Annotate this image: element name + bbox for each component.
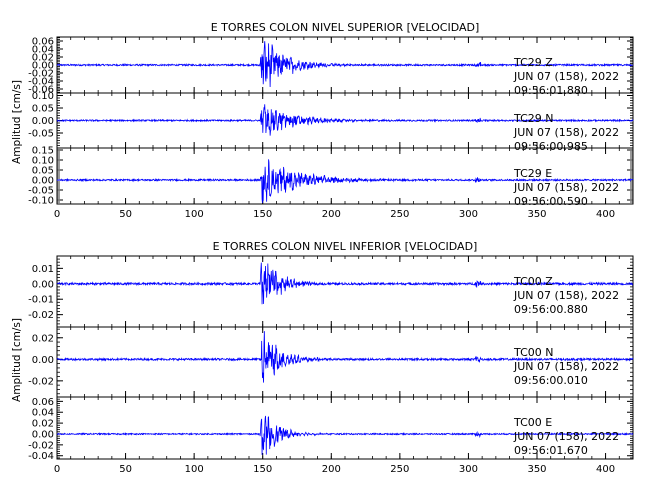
- chart0-panel2-ytick-label: 0.05: [32, 166, 54, 177]
- chart1-panel0-date-label: JUN 07 (158), 2022: [513, 289, 619, 302]
- chart0-panel0-ytick-label: -0.06: [28, 85, 54, 96]
- chart0-panel0-station-label: TC29 Z: [513, 56, 553, 69]
- chart0-panel0-date-label: JUN 07 (158), 2022: [513, 70, 619, 83]
- chart1-xtick-label: 100: [185, 464, 204, 475]
- chart0-xtick-label: 300: [459, 209, 478, 220]
- chart0-panel1-date-label: JUN 07 (158), 2022: [513, 126, 619, 139]
- chart1-panel0-time-label: 09:56:00.880: [514, 303, 588, 316]
- chart0-panel1-ytick-label: 0.05: [32, 104, 54, 115]
- chart1-panel1-waveform-line: [56, 331, 634, 383]
- chart1-panel1-station-label: TC00 N: [513, 346, 553, 359]
- chart1-panel1-ytick-label: 0.00: [32, 355, 54, 366]
- chart1-panel1-ytick-label: -0.02: [28, 376, 54, 387]
- chart0-panel2-ytick-label: 0.15: [32, 146, 54, 157]
- chart1-panel0-ytick-label: -0.01: [28, 295, 54, 306]
- chart0-panel2-time-label: 09:56:00.590: [514, 195, 588, 208]
- chart0-panel2-station-label: TC29 E: [513, 167, 552, 180]
- y-axis-label-superior: Amplitud [cm/s]: [11, 80, 23, 164]
- chart1-xtick-label: 50: [119, 464, 132, 475]
- chart0-panel2-waveform-line: [56, 159, 634, 204]
- chart0-panel1-ytick-label: 0.10: [32, 91, 54, 102]
- chart0-panel2-ytick-label: -0.10: [28, 196, 54, 207]
- chart0-panel0-ytick-label: -0.02: [28, 69, 54, 80]
- chart0-panel0-ytick-label: 0.02: [32, 53, 54, 64]
- chart0-xtick-label: 50: [119, 209, 132, 220]
- chart1-xtick-label: 200: [322, 464, 341, 475]
- chart0-xtick-label: 350: [527, 209, 546, 220]
- chart1-panel1-date-label: JUN 07 (158), 2022: [513, 360, 619, 373]
- chart1-panel2-time-label: 09:56:01.670: [514, 444, 588, 457]
- chart1-panel2-ytick-label: 0.02: [32, 419, 54, 430]
- chart1-panel1-time-label: 09:56:00.010: [514, 374, 588, 387]
- chart1-panel2-ytick-label: 0.06: [32, 397, 54, 408]
- chart0-panel1-ytick-label: 0.00: [32, 116, 54, 127]
- chart1-panel0-station-label: TC00 Z: [513, 275, 553, 288]
- chart1-xtick-label: 150: [253, 464, 272, 475]
- y-axis-label-inferior: Amplitud [cm/s]: [11, 318, 23, 402]
- chart0-panel0-waveform-line: [56, 41, 634, 88]
- chart1-xtick-label: 0: [54, 464, 60, 475]
- chart0-panel2-ytick-label: 0.00: [32, 176, 54, 187]
- chart0-xtick-label: 100: [185, 209, 204, 220]
- chart0-panel2-ytick-label: 0.10: [32, 156, 54, 167]
- chart1-xtick-label: 400: [596, 464, 615, 475]
- chart0-panel0-ytick-label: 0.00: [32, 61, 54, 72]
- chart0-panel0-ytick-label: 0.06: [32, 37, 54, 48]
- chart-title-superior: E TORRES COLON NIVEL SUPERIOR [VELOCIDAD…: [211, 21, 480, 34]
- chart1-panel2-ytick-label: -0.04: [28, 451, 54, 462]
- chart1-panel0-ytick-label: 0.01: [32, 264, 54, 275]
- chart1-panel0-waveform-line: [56, 262, 634, 305]
- chart1-xtick-label: 350: [527, 464, 546, 475]
- chart0-panel1-ytick-label: -0.05: [28, 129, 54, 140]
- chart0-panel2-date-label: JUN 07 (158), 2022: [513, 181, 619, 194]
- chart1-panel2-date-label: JUN 07 (158), 2022: [513, 430, 619, 443]
- chart1-panel2-ytick-label: 0.00: [32, 429, 54, 440]
- chart1-xtick-label: 250: [390, 464, 409, 475]
- chart0-panel1-waveform-line: [56, 104, 634, 136]
- chart1-panel1-ytick-label: 0.02: [32, 333, 54, 344]
- chart0-panel0-ytick-label: 0.04: [32, 45, 54, 56]
- chart-title-inferior: E TORRES COLON NIVEL INFERIOR [VELOCIDAD…: [213, 240, 478, 253]
- chart1-xtick-label: 300: [459, 464, 478, 475]
- chart1-panel2-station-label: TC00 E: [513, 416, 552, 429]
- chart0-xtick-label: 0: [54, 209, 60, 220]
- chart1-panel2-ytick-label: 0.04: [32, 408, 54, 419]
- chart0-panel0-ytick-label: -0.04: [28, 77, 54, 88]
- chart0-xtick-label: 250: [390, 209, 409, 220]
- chart0-panel1-time-label: 09:56:00.985: [514, 140, 588, 153]
- chart0-xtick-label: 150: [253, 209, 272, 220]
- chart1-panel0-ytick-label: 0.00: [32, 279, 54, 290]
- chart0-panel1-station-label: TC29 N: [513, 112, 553, 125]
- chart1-panel0-ytick-label: -0.02: [28, 310, 54, 321]
- chart0-xtick-label: 400: [596, 209, 615, 220]
- chart0-panel2-ytick-label: -0.05: [28, 186, 54, 197]
- chart1-panel2-ytick-label: -0.02: [28, 440, 54, 451]
- chart0-panel0-time-label: 09:56:01.880: [514, 84, 588, 97]
- chart0-xtick-label: 200: [322, 209, 341, 220]
- chart1-panel2-waveform-line: [56, 415, 634, 455]
